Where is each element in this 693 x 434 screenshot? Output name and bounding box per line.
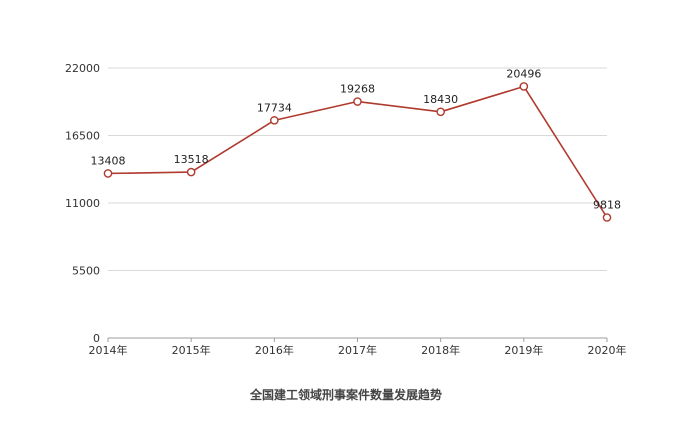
data-label: 19268 (340, 83, 375, 96)
data-point (103, 169, 113, 178)
data-label: 18430 (423, 93, 458, 106)
data-label: 9818 (593, 199, 621, 212)
data-label: 20496 (506, 67, 541, 80)
data-point (186, 167, 196, 177)
gridlines (108, 67, 607, 339)
data-point (436, 107, 445, 117)
data-point (270, 116, 279, 125)
x-tick-label: 2019年 (504, 343, 543, 357)
y-tick-label: 5500 (72, 265, 100, 278)
data-point (602, 213, 612, 222)
data-labels: 13408 13518 17734 19268 18430 20496 9818 (91, 67, 622, 211)
y-tick-label: 22000 (65, 62, 100, 75)
y-tick-label: 16500 (65, 130, 100, 143)
x-tick-label: 2015年 (172, 343, 211, 357)
data-label: 13408 (91, 154, 126, 167)
y-axis-ticks: 0 5500 11000 16500 22000 (65, 62, 100, 345)
data-label: 17734 (257, 101, 292, 114)
x-tick-label: 2020年 (588, 343, 627, 357)
x-tick-label: 2017年 (338, 343, 377, 357)
y-tick-label: 0 (93, 332, 100, 345)
data-point (353, 97, 362, 106)
data-point (519, 82, 529, 91)
y-tick-label: 11000 (65, 197, 100, 210)
x-tick-label: 2018年 (421, 343, 460, 357)
chart-title: 全国建工领域刑事案件数量发展趋势 (249, 387, 442, 402)
x-axis-ticks: 2014年 2015年 2016年 2017年 2018年 2019年 2020年 (89, 338, 627, 357)
x-tick-label: 2016年 (255, 343, 294, 357)
x-tick-label: 2014年 (89, 343, 128, 357)
series-layer (103, 82, 612, 222)
data-label: 13518 (174, 153, 209, 166)
series-line (107, 85, 608, 218)
